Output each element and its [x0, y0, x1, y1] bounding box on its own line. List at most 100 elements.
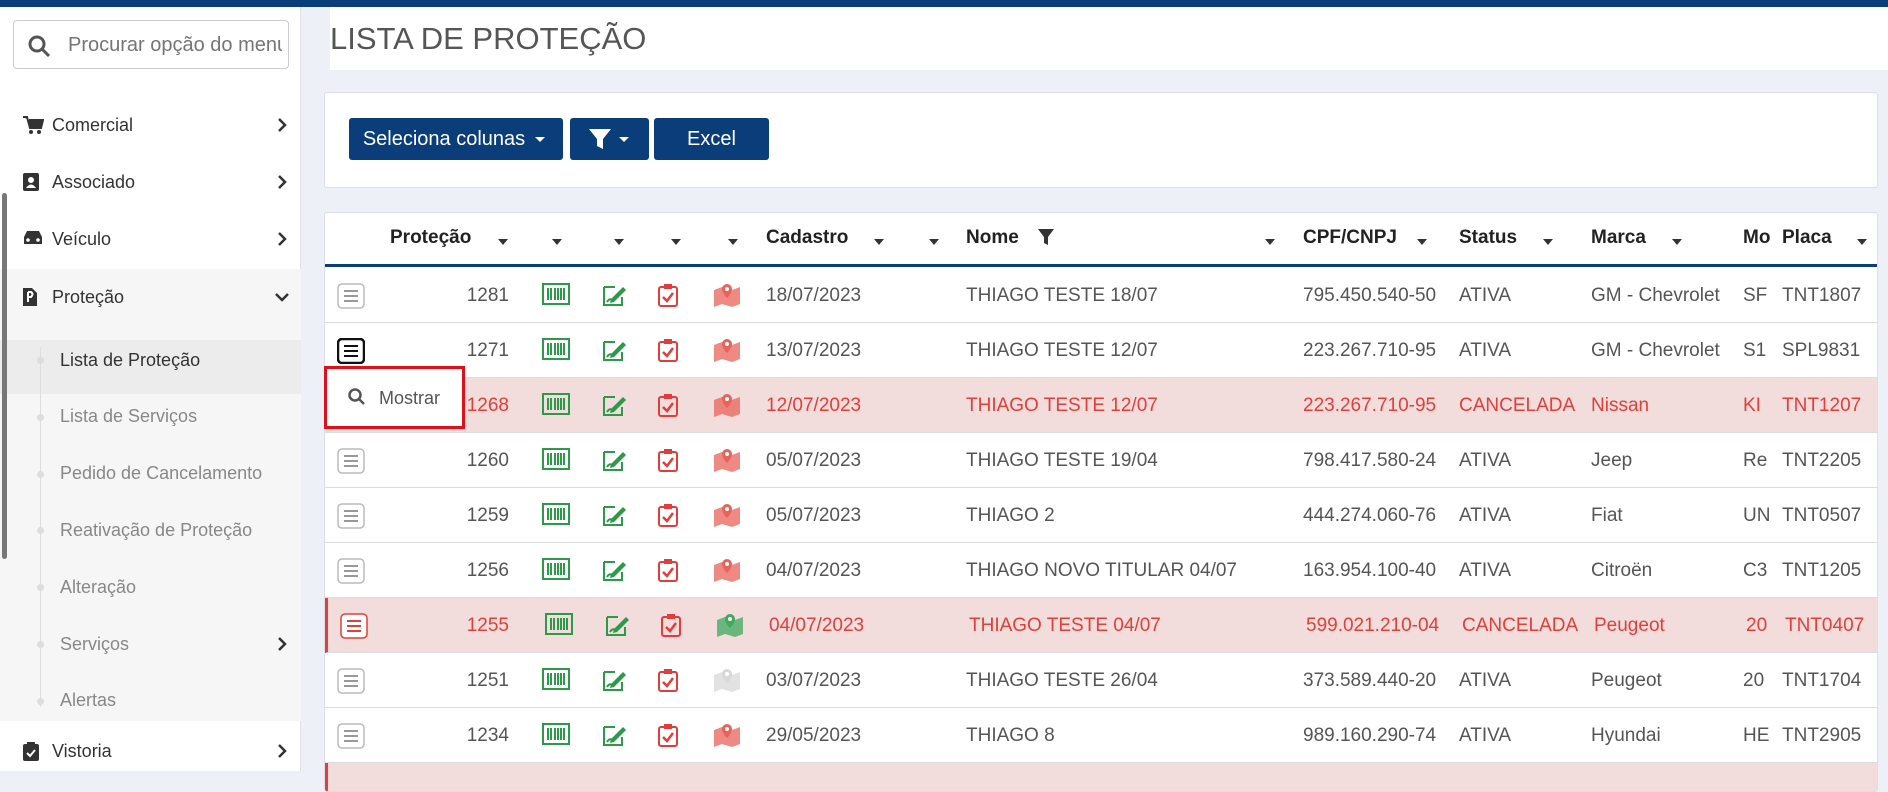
row-menu-button[interactable]	[337, 723, 365, 754]
search-icon	[348, 388, 365, 405]
table-row[interactable]: 1271 13/07/2023 THIAGO TESTE 12/07 223.267.…	[325, 323, 1877, 378]
edit-icon[interactable]	[601, 668, 629, 697]
filter-icon[interactable]	[1037, 227, 1055, 252]
column-header[interactable]: Nome	[966, 227, 1019, 248]
row-menu-button[interactable]	[336, 337, 366, 369]
edit-icon[interactable]	[601, 393, 629, 422]
barcode-icon[interactable]	[542, 668, 570, 695]
map-icon[interactable]	[713, 283, 741, 312]
checklist-icon[interactable]	[657, 338, 679, 367]
sort-caret[interactable]	[1855, 234, 1869, 252]
map-icon[interactable]	[713, 723, 741, 752]
barcode-icon[interactable]	[542, 503, 570, 530]
barcode-icon[interactable]	[545, 613, 573, 640]
column-header[interactable]: Mo	[1743, 227, 1771, 248]
cell: 223.267.710-95	[1303, 340, 1437, 361]
edit-icon[interactable]	[601, 448, 629, 477]
barcode-icon[interactable]	[542, 393, 570, 420]
table-row[interactable]: 1281 18/07/2023 THIAGO TESTE 18/07 795.450.…	[325, 268, 1877, 323]
checklist-icon[interactable]	[657, 503, 679, 532]
edit-icon[interactable]	[601, 338, 629, 367]
sort-caret[interactable]	[1541, 234, 1555, 252]
search-box[interactable]	[13, 20, 289, 69]
sort-caret[interactable]	[1415, 234, 1429, 252]
submenu-item[interactable]: Lista de Serviços	[0, 390, 301, 444]
menu-item[interactable]: Associado	[0, 155, 301, 209]
menu-item[interactable]: Proteção	[0, 270, 301, 324]
edit-icon[interactable]	[601, 503, 629, 532]
submenu-item[interactable]: Reativação de Proteção	[0, 503, 301, 557]
barcode-icon[interactable]	[542, 723, 570, 750]
menu-item[interactable]: Veículo	[0, 212, 301, 266]
sort-caret[interactable]	[550, 234, 564, 252]
sort-caret[interactable]	[872, 234, 886, 252]
row-menu-button[interactable]	[337, 558, 365, 589]
checklist-icon[interactable]	[657, 448, 679, 477]
sort-caret[interactable]	[1670, 234, 1684, 252]
edit-icon[interactable]	[604, 613, 632, 642]
checklist-icon[interactable]	[657, 558, 679, 587]
sort-caret[interactable]	[1263, 234, 1277, 252]
column-header[interactable]: Placa	[1782, 227, 1832, 248]
sort-caret[interactable]	[726, 234, 740, 252]
table-row[interactable]: 1256 04/07/2023 THIAGO NOVO TITULAR 04/07 1…	[325, 543, 1877, 598]
map-icon[interactable]	[713, 558, 741, 587]
menu-item[interactable]: Comercial	[0, 98, 301, 152]
submenu-item[interactable]: Pedido de Cancelamento	[0, 447, 301, 501]
table-row[interactable]: 1251 03/07/2023 THIAGO TESTE 26/04 373.589.…	[325, 653, 1877, 708]
table-row[interactable]: 1260 05/07/2023 THIAGO TESTE 19/04 798.417.…	[325, 433, 1877, 488]
checklist-icon[interactable]	[657, 393, 679, 422]
cell: THIAGO NOVO TITULAR 04/07	[966, 560, 1238, 581]
map-icon[interactable]	[713, 448, 741, 477]
context-popup[interactable]: Mostrar	[324, 366, 465, 429]
search-input[interactable]	[66, 29, 284, 61]
select-columns-button[interactable]: Seleciona colunas	[349, 118, 563, 160]
row-menu-button[interactable]	[337, 448, 365, 479]
table-row[interactable]: 1234 29/05/2023 THIAGO 8 989.160.290-74 ATIV…	[325, 708, 1877, 763]
cell: GM - Chevrolet	[1591, 340, 1720, 361]
submenu-item[interactable]: Lista de Proteção	[0, 333, 301, 387]
column-header[interactable]: Status	[1459, 227, 1518, 248]
table-row[interactable]: 1255 04/07/2023 THIAGO TESTE 04/07 599.021.…	[325, 598, 1877, 653]
checklist-icon[interactable]	[657, 283, 679, 312]
map-icon[interactable]	[713, 668, 741, 697]
sort-caret[interactable]	[612, 234, 626, 252]
edit-icon[interactable]	[601, 723, 629, 752]
filter-button[interactable]	[570, 118, 649, 160]
submenu-item[interactable]: Alteração	[0, 560, 301, 614]
column-header[interactable]: Cadastro	[766, 227, 849, 248]
table-row[interactable]: 1259 05/07/2023 THIAGO 2 444.274.060-76 ATIV…	[325, 488, 1877, 543]
sort-caret[interactable]	[669, 234, 683, 252]
barcode-icon[interactable]	[542, 558, 570, 585]
row-menu-button[interactable]	[340, 613, 368, 644]
edit-icon[interactable]	[601, 283, 629, 312]
map-icon[interactable]	[713, 393, 741, 422]
map-icon[interactable]	[716, 613, 744, 642]
column-header[interactable]: Marca	[1591, 227, 1646, 248]
barcode-icon[interactable]	[542, 283, 570, 310]
sort-caret[interactable]	[496, 234, 510, 252]
row-menu-button[interactable]	[337, 668, 365, 699]
map-icon[interactable]	[713, 338, 741, 367]
chevron	[276, 636, 288, 657]
checklist-icon[interactable]	[657, 723, 679, 752]
table-row[interactable]: 1268 12/07/2023 THIAGO TESTE 12/07 223.267.…	[325, 378, 1877, 433]
submenu-item[interactable]: Alertas	[0, 674, 301, 728]
barcode-icon[interactable]	[542, 448, 570, 475]
menu-item[interactable]: Vistoria	[0, 724, 301, 778]
column-header[interactable]: Proteção	[390, 227, 472, 248]
cell: CANCELADA	[1462, 615, 1579, 636]
row-menu-button[interactable]	[337, 503, 365, 534]
column-header[interactable]: CPF/CNPJ	[1303, 227, 1397, 248]
barcode-icon[interactable]	[542, 338, 570, 365]
submenu-item[interactable]: Serviços	[0, 617, 301, 671]
title-bar: LISTA DE PROTEÇÃO	[330, 7, 1888, 70]
excel-button[interactable]: Excel	[654, 118, 769, 160]
cell: THIAGO TESTE 12/07	[966, 340, 1158, 361]
checklist-icon[interactable]	[660, 613, 682, 642]
row-menu-button[interactable]	[337, 283, 365, 314]
sort-caret[interactable]	[927, 234, 941, 252]
checklist-icon[interactable]	[657, 668, 679, 697]
edit-icon[interactable]	[601, 558, 629, 587]
map-icon[interactable]	[713, 503, 741, 532]
